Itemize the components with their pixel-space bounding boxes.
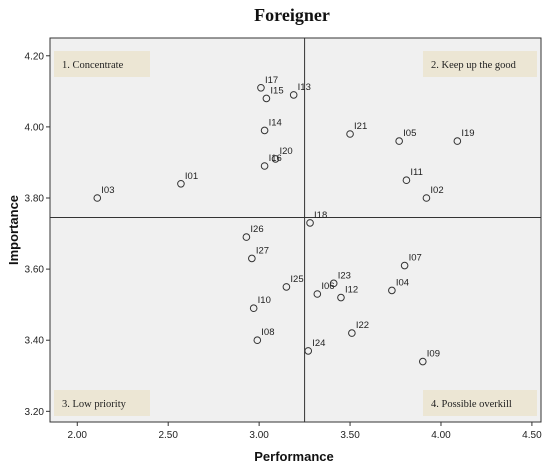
data-point: [260, 162, 269, 170]
data-label: I16: [269, 153, 282, 164]
data-point: [249, 304, 258, 313]
x-tick-label: 4.00: [431, 430, 451, 441]
data-label: I09: [427, 349, 440, 360]
data-label: I26: [250, 224, 263, 235]
data-point: [242, 233, 251, 241]
data-point: [257, 83, 265, 92]
x-tick-label: 2.50: [158, 430, 178, 441]
x-tick-label: 3.50: [340, 430, 360, 441]
data-point: [395, 137, 403, 145]
data-label: I25: [290, 274, 303, 285]
data-label: I24: [312, 338, 325, 349]
data-label: I01: [185, 171, 198, 182]
data-label: I22: [356, 320, 369, 331]
data-point: [313, 290, 322, 298]
data-label: I14: [269, 117, 282, 128]
y-tick-label: 3.60: [25, 265, 45, 276]
data-label: I06: [321, 281, 334, 292]
quadrant-label-box: [423, 51, 537, 77]
data-label: I23: [338, 270, 351, 281]
data-label: I21: [354, 121, 367, 132]
quadrant-label-2: 2. Keep up the good: [431, 60, 517, 71]
data-point: [177, 179, 185, 188]
y-axis-title: Importance: [6, 195, 21, 265]
data-label: I02: [430, 185, 443, 196]
data-point: [418, 357, 427, 366]
quadrant-label-3: 3. Low priority: [62, 399, 127, 410]
quadrant-label-box: [423, 390, 537, 416]
data-point: [402, 176, 411, 185]
data-label: I10: [258, 295, 271, 306]
chart-title: Foreigner: [254, 5, 330, 25]
data-label: I07: [409, 253, 422, 264]
x-tick-label: 2.00: [68, 430, 88, 441]
data-point: [282, 283, 291, 291]
x-tick-label: 4.50: [522, 430, 542, 441]
data-label: I08: [261, 327, 274, 338]
data-point: [260, 126, 269, 135]
x-axis-title: Performance: [254, 449, 333, 464]
y-tick-label: 3.40: [25, 336, 45, 347]
data-label: I27: [256, 245, 269, 256]
data-label: I19: [461, 128, 474, 139]
plot-area: 1. Concentrate 2. Keep up the good 3. Low …: [25, 37, 542, 441]
plot-frame: [49, 37, 542, 423]
data-label: I11: [410, 167, 423, 178]
data-point: [388, 286, 396, 295]
data-point: [453, 137, 462, 145]
data-label: I18: [314, 210, 327, 221]
data-label: I17: [265, 75, 278, 86]
data-label: I03: [101, 185, 114, 196]
data-label: I20: [279, 146, 292, 157]
y-tick-label: 4.00: [25, 122, 45, 133]
data-point: [346, 130, 354, 138]
data-label: I12: [345, 285, 358, 296]
data-label: I05: [403, 128, 416, 139]
data-point: [422, 194, 431, 202]
y-tick-label: 4.20: [25, 51, 45, 62]
data-point: [271, 155, 280, 163]
data-point: [289, 91, 298, 99]
data-point: [253, 336, 262, 345]
data-point: [337, 293, 345, 302]
y-tick-label: 3.20: [25, 407, 45, 418]
data-point: [400, 261, 409, 270]
quadrant-label-4: 4. Possible overkill: [431, 399, 512, 410]
y-tick-label: 3.80: [25, 194, 45, 205]
data-point: [348, 329, 356, 337]
quadrant-label-box: [54, 390, 150, 416]
data-point: [306, 219, 314, 227]
x-tick-label: 3.00: [249, 430, 269, 441]
quadrant-label-box: [54, 51, 150, 77]
data-label: I13: [298, 82, 311, 93]
data-point: [93, 194, 102, 202]
data-point: [329, 279, 338, 288]
data-point: [262, 94, 271, 103]
quadrant-label-1: 1. Concentrate: [62, 60, 124, 71]
data-label: I04: [396, 277, 409, 288]
data-point: [304, 347, 313, 355]
data-point: [248, 254, 256, 263]
data-label: I15: [270, 85, 283, 96]
